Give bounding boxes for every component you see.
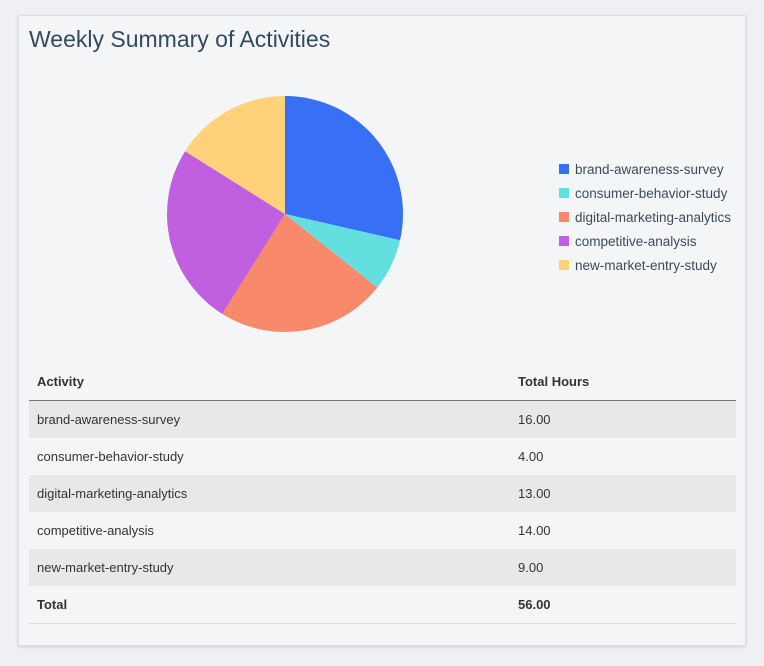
- header-activity: Activity: [29, 363, 510, 401]
- chart-legend: brand-awareness-survey consumer-behavior-…: [559, 157, 731, 277]
- legend-item[interactable]: consumer-behavior-study: [559, 181, 731, 205]
- legend-label: new-market-entry-study: [575, 257, 717, 273]
- table-row: new-market-entry-study 9.00: [29, 549, 736, 586]
- activity-cell: competitive-analysis: [37, 523, 155, 538]
- pie-slice-digital-marketing-analytics[interactable]: [222, 214, 378, 332]
- pie-chart: [167, 96, 404, 332]
- total-row: Total 56.00: [29, 586, 736, 624]
- page-title: Weekly Summary of Activities: [29, 26, 331, 52]
- table-row: competitive-analysis 14.00: [29, 512, 736, 549]
- total-label: Total: [29, 586, 510, 624]
- legend-swatch: [559, 260, 569, 270]
- hours-cell: 14.00: [518, 523, 551, 538]
- legend-item[interactable]: competitive-analysis: [559, 229, 731, 253]
- legend-swatch: [559, 212, 569, 222]
- pie-slice-consumer-behavior-study[interactable]: [285, 214, 401, 288]
- hours-cell: 16.00: [510, 400, 736, 438]
- activity-table: Activity Total Hours brand-awareness-sur…: [29, 363, 736, 624]
- pie-slice-brand-awareness-survey[interactable]: [285, 96, 404, 241]
- legend-swatch: [559, 236, 569, 246]
- table-row: consumer-behavior-study 4.00: [29, 438, 736, 475]
- legend-swatch: [559, 188, 569, 198]
- activity-cell: digital-marketing-analytics: [29, 475, 510, 512]
- legend-label: consumer-behavior-study: [575, 185, 728, 201]
- hours-cell: 13.00: [510, 475, 736, 512]
- legend-item[interactable]: new-market-entry-study: [559, 253, 731, 277]
- legend-item[interactable]: brand-awareness-survey: [559, 157, 731, 181]
- legend-item[interactable]: digital-marketing-analytics: [559, 205, 731, 229]
- total-value: 56.00: [510, 586, 736, 624]
- legend-label: competitive-analysis: [575, 233, 697, 249]
- legend-label: digital-marketing-analytics: [575, 209, 732, 225]
- hours-cell: 4.00: [518, 449, 544, 464]
- pie-slice-new-market-entry-study[interactable]: [185, 96, 285, 214]
- legend-swatch: [559, 164, 569, 174]
- hours-cell: 9.00: [510, 549, 736, 586]
- summary-card: Weekly Summary of Activities brand-aware…: [18, 15, 746, 646]
- header-total-hours: Total Hours: [510, 363, 736, 401]
- legend-label: brand-awareness-survey: [575, 161, 724, 177]
- activity-cell: brand-awareness-survey: [29, 400, 510, 438]
- pie-slice-competitive-analysis[interactable]: [167, 151, 285, 314]
- activity-cell: new-market-entry-study: [29, 549, 510, 586]
- table-row: digital-marketing-analytics 13.00: [29, 475, 736, 512]
- table-header-row: Activity Total Hours: [29, 363, 736, 401]
- activity-cell: consumer-behavior-study: [37, 449, 184, 464]
- table-row: brand-awareness-survey 16.00: [29, 400, 736, 438]
